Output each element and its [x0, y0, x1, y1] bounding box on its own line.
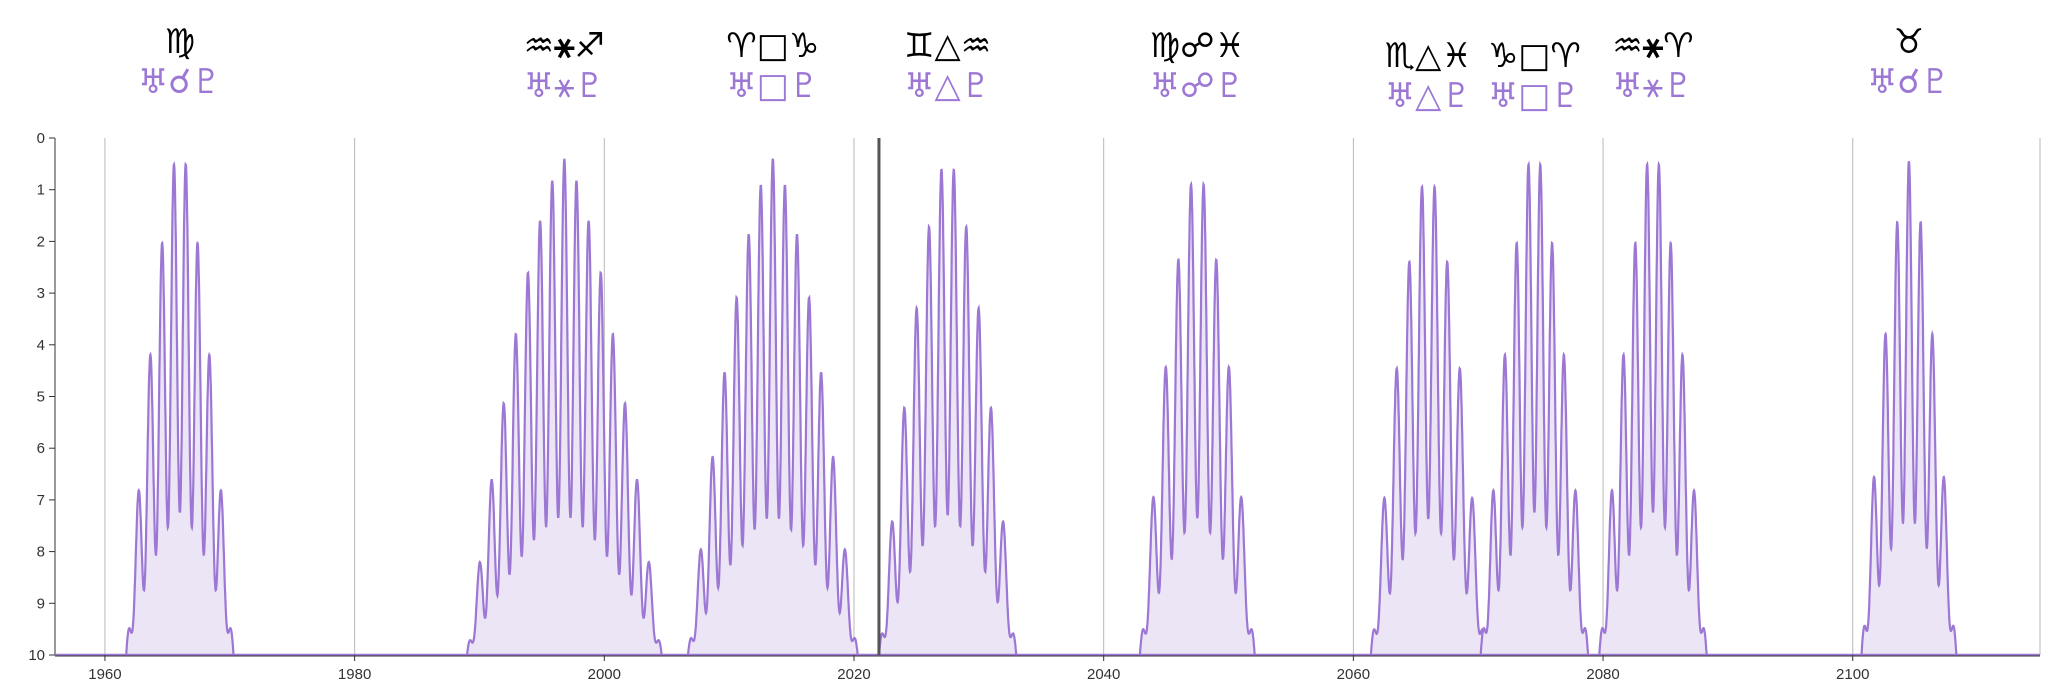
zodiac-signs-glyphs: ♍: [164, 22, 196, 62]
y-tick-label-4: 4: [37, 337, 45, 354]
aspect-label-8: ♉ ♅☌♇: [1829, 22, 1989, 102]
y-tick-label-2: 2: [37, 233, 45, 250]
y-tick-label-7: 7: [37, 492, 45, 509]
planet-aspect-glyphs: ♅☌♇: [137, 62, 222, 102]
x-tick-label-2000: 2000: [588, 666, 621, 683]
zodiac-signs-glyphs: ♒⚹♐: [523, 26, 606, 66]
planet-aspect-glyphs: ♅⚹♇: [1612, 66, 1694, 106]
y-tick-label-8: 8: [37, 544, 45, 561]
aspect-label-0: ♍ ♅☌♇: [100, 22, 260, 102]
aspect-area-4: [1139, 184, 1255, 655]
x-tick-label-2040: 2040: [1087, 666, 1120, 683]
aspect-label-7: ♒⚹♈ ♅⚹♇: [1573, 26, 1733, 106]
planet-aspect-glyphs: ♅□♇: [726, 66, 820, 106]
aspect-curve-0: [125, 160, 235, 656]
series-area: [55, 158, 2040, 657]
x-tick-label-2020: 2020: [837, 666, 870, 683]
vertical-gridlines: [104, 138, 2041, 655]
zodiac-signs-glyphs: ♑□♈: [1487, 36, 1581, 76]
y-tick-label-6: 6: [37, 440, 45, 457]
aspect-area-5: [1370, 186, 1486, 655]
zodiac-signs-glyphs: ♉: [1893, 22, 1925, 62]
zodiac-signs-glyphs: ♈□♑: [726, 26, 820, 66]
x-tick-label-1980: 1980: [338, 666, 371, 683]
y-tick-label-5: 5: [37, 389, 45, 406]
aspect-area-6: [1480, 164, 1589, 655]
aspect-label-2: ♈□♑ ♅□♇: [693, 26, 853, 106]
planet-aspect-glyphs: ♅△♇: [1384, 76, 1472, 116]
aspect-label-5: ♏△♓ ♅△♇: [1348, 36, 1508, 116]
y-axis: 0 1 2 3 4 5 6 7 8 9 10: [28, 130, 56, 664]
planet-aspect-glyphs: ♅☍♇: [1149, 66, 1245, 106]
aspect-curve-2: [686, 158, 859, 656]
aspect-label-3: ♊△♒ ♅△♇: [868, 26, 1028, 106]
planet-aspect-glyphs: ♅△♇: [904, 66, 992, 106]
aspect-area-8: [1861, 161, 1957, 656]
zodiac-signs-glyphs: ♏△♓: [1384, 36, 1472, 76]
y-tick-label-9: 9: [37, 595, 45, 612]
aspect-curve-1: [465, 158, 663, 656]
planet-aspect-glyphs: ♅☌♇: [1867, 62, 1951, 102]
x-tick-label-2060: 2060: [1337, 666, 1370, 683]
planet-aspect-glyphs: ♅□♇: [1487, 76, 1581, 116]
aspect-curve-8: [1860, 161, 1958, 656]
aspect-label-6: ♑□♈ ♅□♇: [1454, 36, 1614, 116]
aspect-area-2: [688, 158, 858, 655]
x-axis: 1960 1980 2000 2020 2040 2060 2080 2100: [55, 655, 2040, 683]
zodiac-signs-glyphs: ♊△♒: [904, 26, 992, 66]
aspect-area-0: [126, 164, 234, 655]
aspect-area-3: [879, 170, 1017, 655]
aspect-curve-3: [877, 168, 1018, 656]
aspect-curve-6: [1479, 160, 1590, 656]
zodiac-signs-glyphs: ♒⚹♈: [1612, 26, 1694, 66]
x-tick-label-2100: 2100: [1836, 666, 1869, 683]
aspect-curve-7: [1598, 160, 1708, 656]
y-tick-label-3: 3: [37, 285, 45, 302]
aspect-label-1: ♒⚹♐ ♅⚹♇: [484, 26, 644, 106]
x-tick-label-1960: 1960: [88, 666, 121, 683]
y-tick-label-1: 1: [37, 182, 45, 199]
aspect-area-1: [467, 158, 662, 655]
aspect-area-7: [1599, 164, 1707, 655]
aspect-curve-4: [1138, 180, 1256, 656]
aspect-curve-5: [1369, 183, 1487, 656]
zodiac-signs-glyphs: ♍☍♓: [1149, 26, 1245, 66]
y-tick-label-0: 0: [37, 130, 45, 147]
y-tick-label-10: 10: [28, 647, 45, 664]
planet-aspect-glyphs: ♅⚹♇: [523, 66, 606, 106]
aspect-label-4: ♍☍♓ ♅☍♇: [1117, 26, 1277, 106]
x-tick-label-2080: 2080: [1586, 666, 1619, 683]
